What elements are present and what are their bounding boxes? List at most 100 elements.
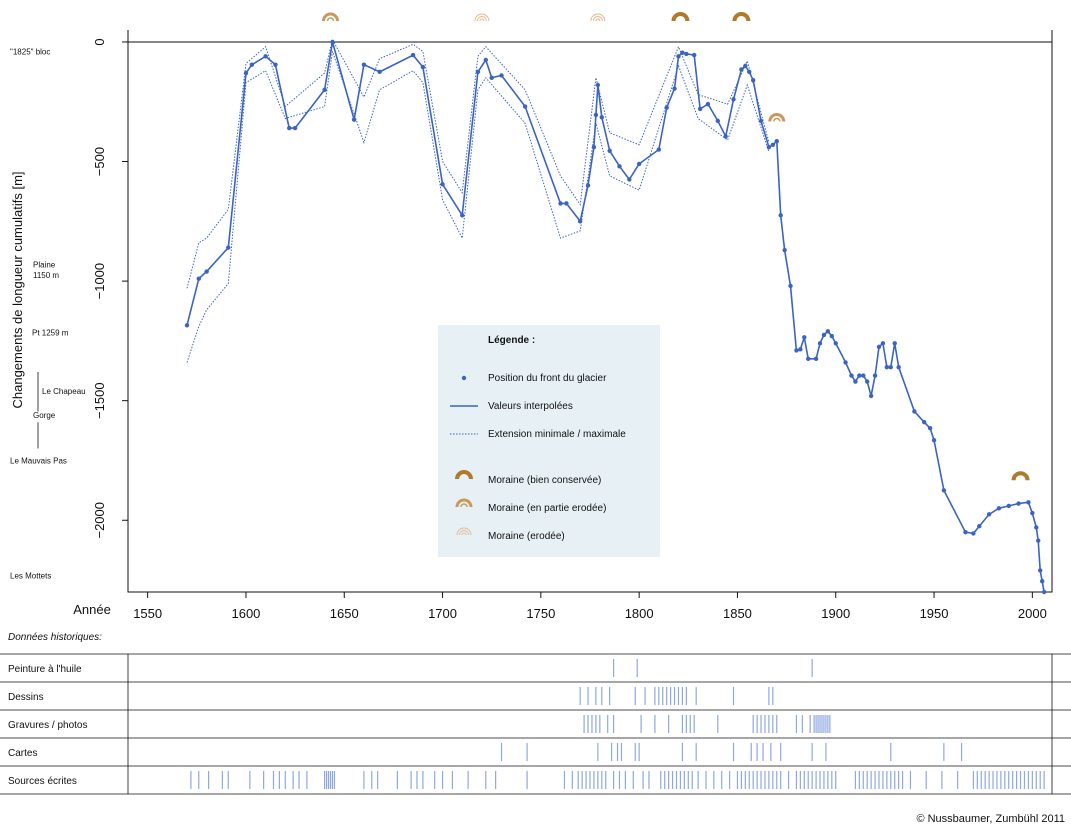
glacier-front-point [1026, 500, 1031, 505]
glacier-front-point [813, 356, 819, 362]
glacier-front-point [420, 64, 426, 70]
glacier-front-point [927, 425, 933, 431]
historical-row-label: Cartes [8, 748, 37, 759]
legend-item-label: Moraine (en partie erodée) [488, 503, 606, 514]
x-tick-label: 1650 [330, 606, 359, 621]
glacier-front-point [676, 54, 681, 59]
glacier-front-point [691, 52, 697, 58]
x-tick-label: 1600 [231, 606, 260, 621]
glacier-front-point [802, 335, 807, 340]
glacier-front-point [672, 86, 677, 91]
glacier-front-point [922, 420, 927, 425]
legend-title: Légende : [488, 335, 535, 346]
historical-title: Données historiques: [8, 632, 102, 643]
glacier-front-point [617, 164, 622, 169]
legend-box [438, 325, 660, 557]
glacier-front-point [750, 78, 756, 83]
location-label: Le Mauvais Pas [10, 456, 67, 465]
glacier-front-point [664, 105, 669, 110]
plot-layer: 0 −500 −1000 −1500 −2000 Changements de longu… [10, 12, 1053, 621]
glacier-front-point [607, 148, 612, 153]
glacier-front-point [977, 524, 982, 529]
historical-row-label: Gravures / photos [8, 720, 87, 731]
legend-moraine-symbol [456, 527, 472, 536]
x-tick-label: 1550 [133, 606, 162, 621]
legend: Légende : Position du front du glacier Val… [438, 325, 660, 557]
glacier-front-point [1034, 525, 1039, 530]
glacier-front-point [872, 373, 878, 378]
glacier-front-point [243, 70, 249, 76]
glacier-front-point [705, 101, 711, 107]
glacier-front-point [599, 115, 604, 120]
glacier-front-point [249, 62, 255, 67]
glacier-front-point [377, 69, 382, 75]
location-label: "1825" bloc [10, 48, 50, 57]
glacier-front-point [778, 213, 783, 218]
location-label: Pt 1259 m [32, 329, 69, 338]
glacier-front-point [868, 393, 874, 399]
glacier-front-point [410, 52, 416, 58]
legend-item-label: Position du front du glacier [488, 373, 607, 384]
glacier-front-point [330, 39, 335, 45]
glacier-front-point [743, 63, 748, 69]
historical-row-label: Dessins [8, 692, 44, 703]
y-axis-title: Changements de longueur cumulatifs [m] [10, 171, 25, 408]
glacier-front-point [287, 125, 292, 131]
x-axis-title: Année [73, 602, 111, 617]
glacier-front-point [351, 117, 357, 122]
x-tick-label: 1850 [723, 606, 752, 621]
x-tick-label: 1750 [526, 606, 555, 621]
extension-line [186, 38, 770, 289]
glacier-front-point [963, 530, 968, 535]
glacier-front-point [440, 182, 445, 187]
glacier-front-point [196, 276, 201, 281]
y-tick-label: −1500 [92, 382, 107, 419]
glacier-front-point [593, 112, 599, 118]
glacier-front-point [986, 512, 992, 517]
glacier-front-point [715, 118, 720, 124]
glacier-front-point [558, 201, 563, 206]
glacier-front-point [766, 144, 772, 150]
glacier-front-point [853, 379, 858, 384]
y-tick-label: 0 [92, 38, 107, 45]
location-label: Plaine [33, 260, 56, 269]
legend-moraine-symbol [455, 498, 473, 508]
glacier-front-point [912, 409, 917, 414]
moraine-marker [590, 13, 606, 22]
glacier-front-point [884, 365, 890, 370]
glacier-front-point [361, 62, 367, 67]
moraine-marker [1011, 471, 1030, 481]
glacier-front-point [829, 333, 835, 339]
y-tick-label: −1000 [92, 263, 107, 300]
glacier-front-point [499, 73, 504, 78]
glacier-front-point [806, 356, 811, 362]
glacier-front-point [857, 373, 862, 378]
glacier-front-point [1041, 589, 1047, 595]
moraine-marker [671, 12, 690, 22]
glacier-front-point [1038, 568, 1043, 573]
glacier-front-point [204, 269, 209, 274]
glacier-front-point [273, 62, 278, 67]
historical-row-label: Sources écrites [8, 776, 77, 787]
glacier-front-point [656, 147, 662, 152]
glacier-front-point [739, 67, 744, 72]
glacier-front-point [794, 348, 799, 353]
y-tick-label: −2000 [92, 502, 107, 539]
moraine-marker [732, 12, 751, 22]
glacier-front-point [821, 332, 827, 338]
glacier-front-point [292, 125, 298, 131]
x-tick-label: 1900 [821, 606, 850, 621]
glacier-front-point [758, 118, 764, 124]
legend-moraine-symbol [455, 470, 473, 480]
glacier-front-point [585, 183, 591, 188]
glacier-front-point [1016, 501, 1021, 506]
y-tick-label: −500 [92, 147, 107, 176]
glacier-front-point [896, 365, 901, 370]
glacier-front-point [627, 177, 632, 182]
moraine-marker [474, 13, 490, 22]
glacier-front-point [888, 365, 893, 370]
glacier-front-point [770, 142, 776, 147]
glacier-front-point [483, 57, 489, 63]
glacier-front-point [723, 134, 728, 139]
glacier-front-point [880, 341, 886, 346]
